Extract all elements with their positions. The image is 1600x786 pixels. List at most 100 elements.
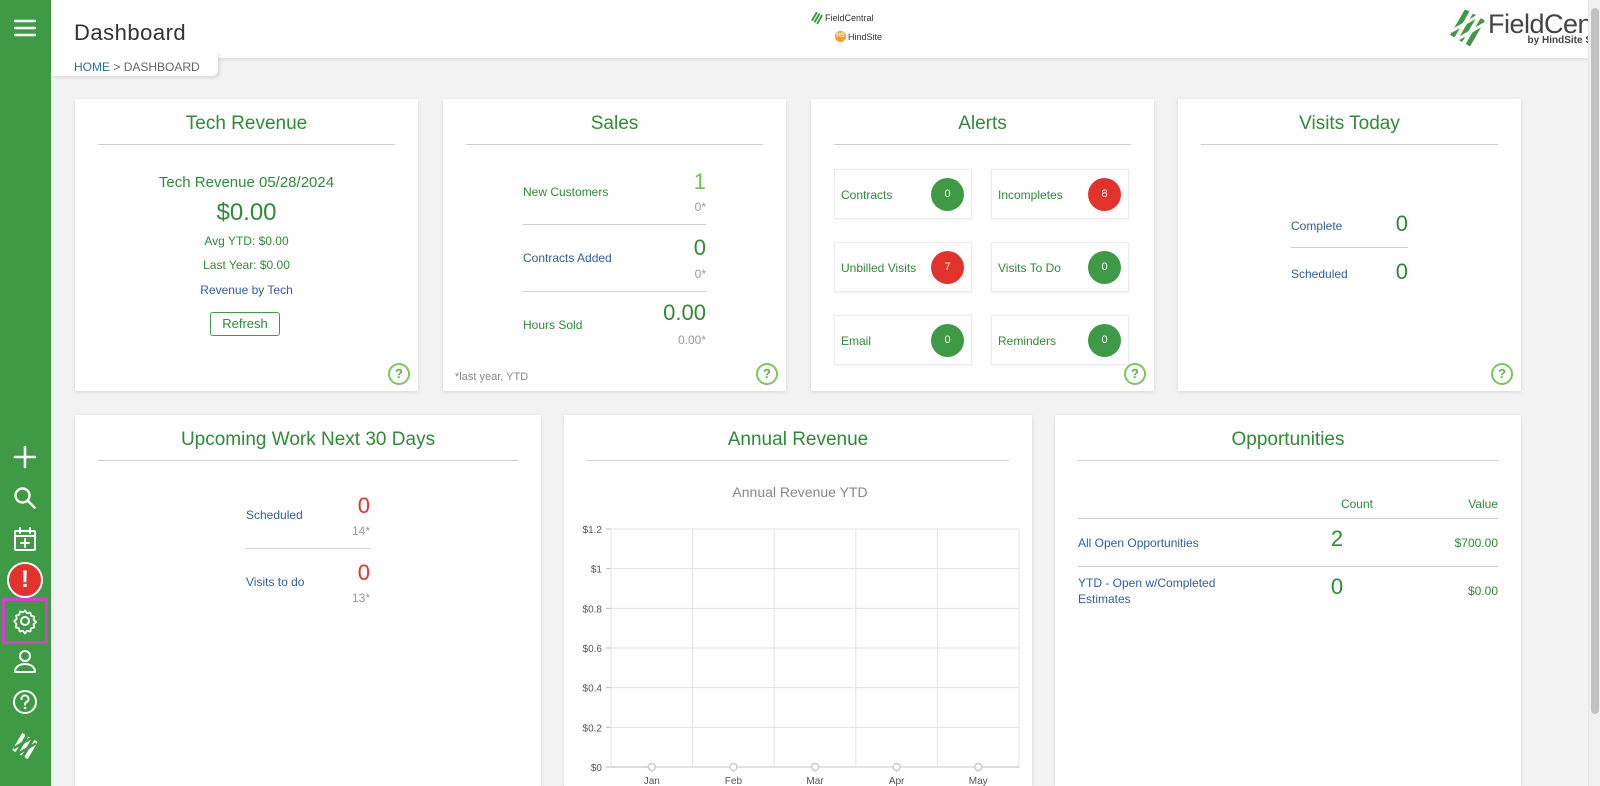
revenue-by-tech-link[interactable]: Revenue by Tech xyxy=(200,283,293,297)
tech-revenue-title: Tech Revenue xyxy=(98,113,395,145)
alert-count-badge: 0 xyxy=(1088,251,1121,284)
menu-button[interactable] xyxy=(5,8,45,48)
sales-footnote: *last year, YTD xyxy=(455,371,529,383)
last-year: Last Year: $0.00 xyxy=(203,258,290,272)
settings-button[interactable] xyxy=(2,598,48,644)
alert-item-contracts[interactable]: Contracts 0 xyxy=(834,169,972,219)
upcoming-row-label[interactable]: Scheduled xyxy=(246,508,303,522)
data-point xyxy=(647,762,657,772)
help-button[interactable] xyxy=(5,682,45,722)
x-tick-label: Mar xyxy=(806,776,824,786)
alert-label: Contracts xyxy=(841,188,893,202)
opportunity-row-label-line2[interactable]: Estimates xyxy=(1078,592,1131,606)
breadcrumb-separator: > xyxy=(113,60,121,74)
x-tick-label: Feb xyxy=(725,776,743,786)
alert-item-email[interactable]: Email 0 xyxy=(834,315,972,365)
upcoming-row-label[interactable]: Visits to do xyxy=(246,575,305,589)
data-point xyxy=(729,762,738,772)
sales-title: Sales xyxy=(466,113,763,145)
visits-row-label[interactable]: Complete xyxy=(1291,219,1343,233)
help-circle-icon xyxy=(13,690,37,714)
search-icon xyxy=(14,487,36,509)
breadcrumb: HOME > DASHBOARD xyxy=(51,52,218,76)
page-scrollbar[interactable] xyxy=(1588,0,1600,786)
breadcrumb-home-link[interactable]: HOME xyxy=(74,60,110,74)
fieldcentral-mini-logo-icon xyxy=(811,12,823,24)
calendar-add-button[interactable] xyxy=(5,519,45,559)
alert-label: Email xyxy=(841,334,872,348)
header-center-logo: FieldCentral HS HindSite xyxy=(811,12,882,42)
alert-label: Visits To Do xyxy=(998,261,1061,275)
sales-card: Sales New Customers 1 0* Contracts Added… xyxy=(443,99,786,391)
upcoming-row-value: 0 xyxy=(357,493,370,518)
upcoming-row-prev: 14* xyxy=(351,524,370,538)
annual-revenue-chart: Annual Revenue YTD $0 $0.2 $0.4 $0.6 $0.8 $1 $1… xyxy=(583,484,1020,786)
alerts-help-icon[interactable]: ? xyxy=(1124,363,1146,385)
tech-revenue-help-icon[interactable]: ? xyxy=(388,363,410,385)
brand-logo[interactable]: FieldCentral by HindSite Software xyxy=(1450,10,1600,46)
alert-item-visits-to-do[interactable]: Visits To Do 0 xyxy=(991,242,1129,292)
opportunity-row-value: $0.00 xyxy=(1467,584,1498,598)
divider xyxy=(1078,566,1498,567)
divider xyxy=(1291,247,1408,248)
brand-byline: by HindSite Software xyxy=(1527,34,1600,46)
upcoming-row-prev: 13* xyxy=(351,591,370,605)
header-logo-hs-text: HindSite xyxy=(848,31,883,42)
alert-label: Incompletes xyxy=(998,188,1063,202)
brand-mark-button[interactable] xyxy=(5,726,45,766)
annual-revenue-title: Annual Revenue xyxy=(587,429,1009,461)
sales-help-icon[interactable]: ? xyxy=(756,363,778,385)
opportunity-row-label-line1[interactable]: YTD - Open w/Completed xyxy=(1078,576,1216,590)
tech-revenue-card: Tech Revenue Tech Revenue 05/28/2024 $0.… xyxy=(75,99,418,391)
sales-row-label: Hours Sold xyxy=(523,318,583,332)
y-tick-label: $0.6 xyxy=(583,644,603,655)
sales-row-label: New Customers xyxy=(523,185,609,199)
x-tick-label: Jan xyxy=(644,776,660,786)
breadcrumb-current: DASHBOARD xyxy=(123,60,200,74)
visits-today-card: Visits Today Complete 0 Scheduled 0 ? xyxy=(1178,99,1521,391)
visits-row-label[interactable]: Scheduled xyxy=(1291,267,1348,281)
alert-count-badge: 0 xyxy=(1088,324,1121,357)
divider xyxy=(1078,518,1498,519)
add-button[interactable] xyxy=(5,437,45,477)
visits-today-help-icon[interactable]: ? xyxy=(1491,363,1513,385)
y-tick-label: $1.2 xyxy=(583,525,603,536)
hindsite-logo-icon: HS xyxy=(835,31,846,42)
scrollbar-thumb[interactable] xyxy=(1591,8,1599,714)
sales-row-prev: 0* xyxy=(694,267,706,281)
sales-row-value: 1 xyxy=(693,169,706,194)
user-button[interactable] xyxy=(5,641,45,681)
y-tick-label: $0.2 xyxy=(583,723,603,734)
alert-item-reminders[interactable]: Reminders 0 xyxy=(991,315,1129,365)
plus-icon xyxy=(13,445,37,469)
alert-count-badge: 8 xyxy=(1088,178,1121,211)
opportunity-row-count: 0 xyxy=(1330,574,1344,599)
refresh-button[interactable]: Refresh xyxy=(210,312,280,336)
visits-today-title: Visits Today xyxy=(1201,113,1498,145)
sales-row-prev: 0* xyxy=(694,200,706,214)
avg-ytd: Avg YTD: $0.00 xyxy=(204,234,289,248)
annual-revenue-card: Annual Revenue Annual Revenue YTD $0 $0.2 $… xyxy=(564,415,1032,786)
opportunities-value-header: Value xyxy=(1468,497,1498,511)
opportunities-card: Opportunities Count Value All Open Oppor… xyxy=(1055,415,1521,786)
y-tick-label: $0 xyxy=(591,763,603,774)
fieldcentral-logo-icon xyxy=(12,733,38,759)
alert-count-badge: 0 xyxy=(931,178,964,211)
divider xyxy=(523,291,706,292)
divider xyxy=(246,548,370,549)
header-logo-fc-text: FieldCentral xyxy=(825,13,874,23)
data-point xyxy=(892,762,901,772)
y-tick-label: $1 xyxy=(591,565,603,576)
calendar-plus-icon xyxy=(14,527,36,551)
sales-row-prev: 0.00* xyxy=(677,333,706,347)
fieldcentral-logo-icon xyxy=(1450,10,1485,46)
opportunity-row-label[interactable]: All Open Opportunities xyxy=(1078,536,1199,550)
search-button[interactable] xyxy=(5,478,45,518)
alerts-button[interactable]: ! xyxy=(7,562,43,598)
y-tick-label: $0.8 xyxy=(583,604,603,615)
opportunity-row-count: 2 xyxy=(1330,526,1344,551)
alert-item-incompletes[interactable]: Incompletes 8 xyxy=(991,169,1129,219)
alert-item-unbilled-visits[interactable]: Unbilled Visits 7 xyxy=(834,242,972,292)
alerts-card: Alerts Contracts 0 Incompletes 8 Unbille… xyxy=(811,99,1154,391)
upcoming-work-title: Upcoming Work Next 30 Days xyxy=(98,429,518,461)
